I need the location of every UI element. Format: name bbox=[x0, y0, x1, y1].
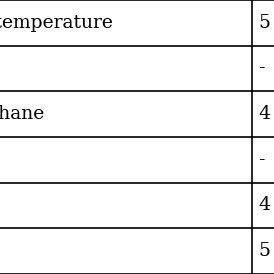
Text: 5: 5 bbox=[258, 14, 270, 32]
Text: 4: 4 bbox=[258, 105, 270, 123]
Text: -: - bbox=[258, 151, 264, 169]
Text: 5: 5 bbox=[258, 242, 270, 260]
Text: -: - bbox=[258, 59, 264, 78]
Text: Boiling point temperature: Boiling point temperature bbox=[0, 14, 113, 32]
Text: Liquefied methane: Liquefied methane bbox=[0, 105, 44, 123]
Text: 4: 4 bbox=[258, 196, 270, 215]
